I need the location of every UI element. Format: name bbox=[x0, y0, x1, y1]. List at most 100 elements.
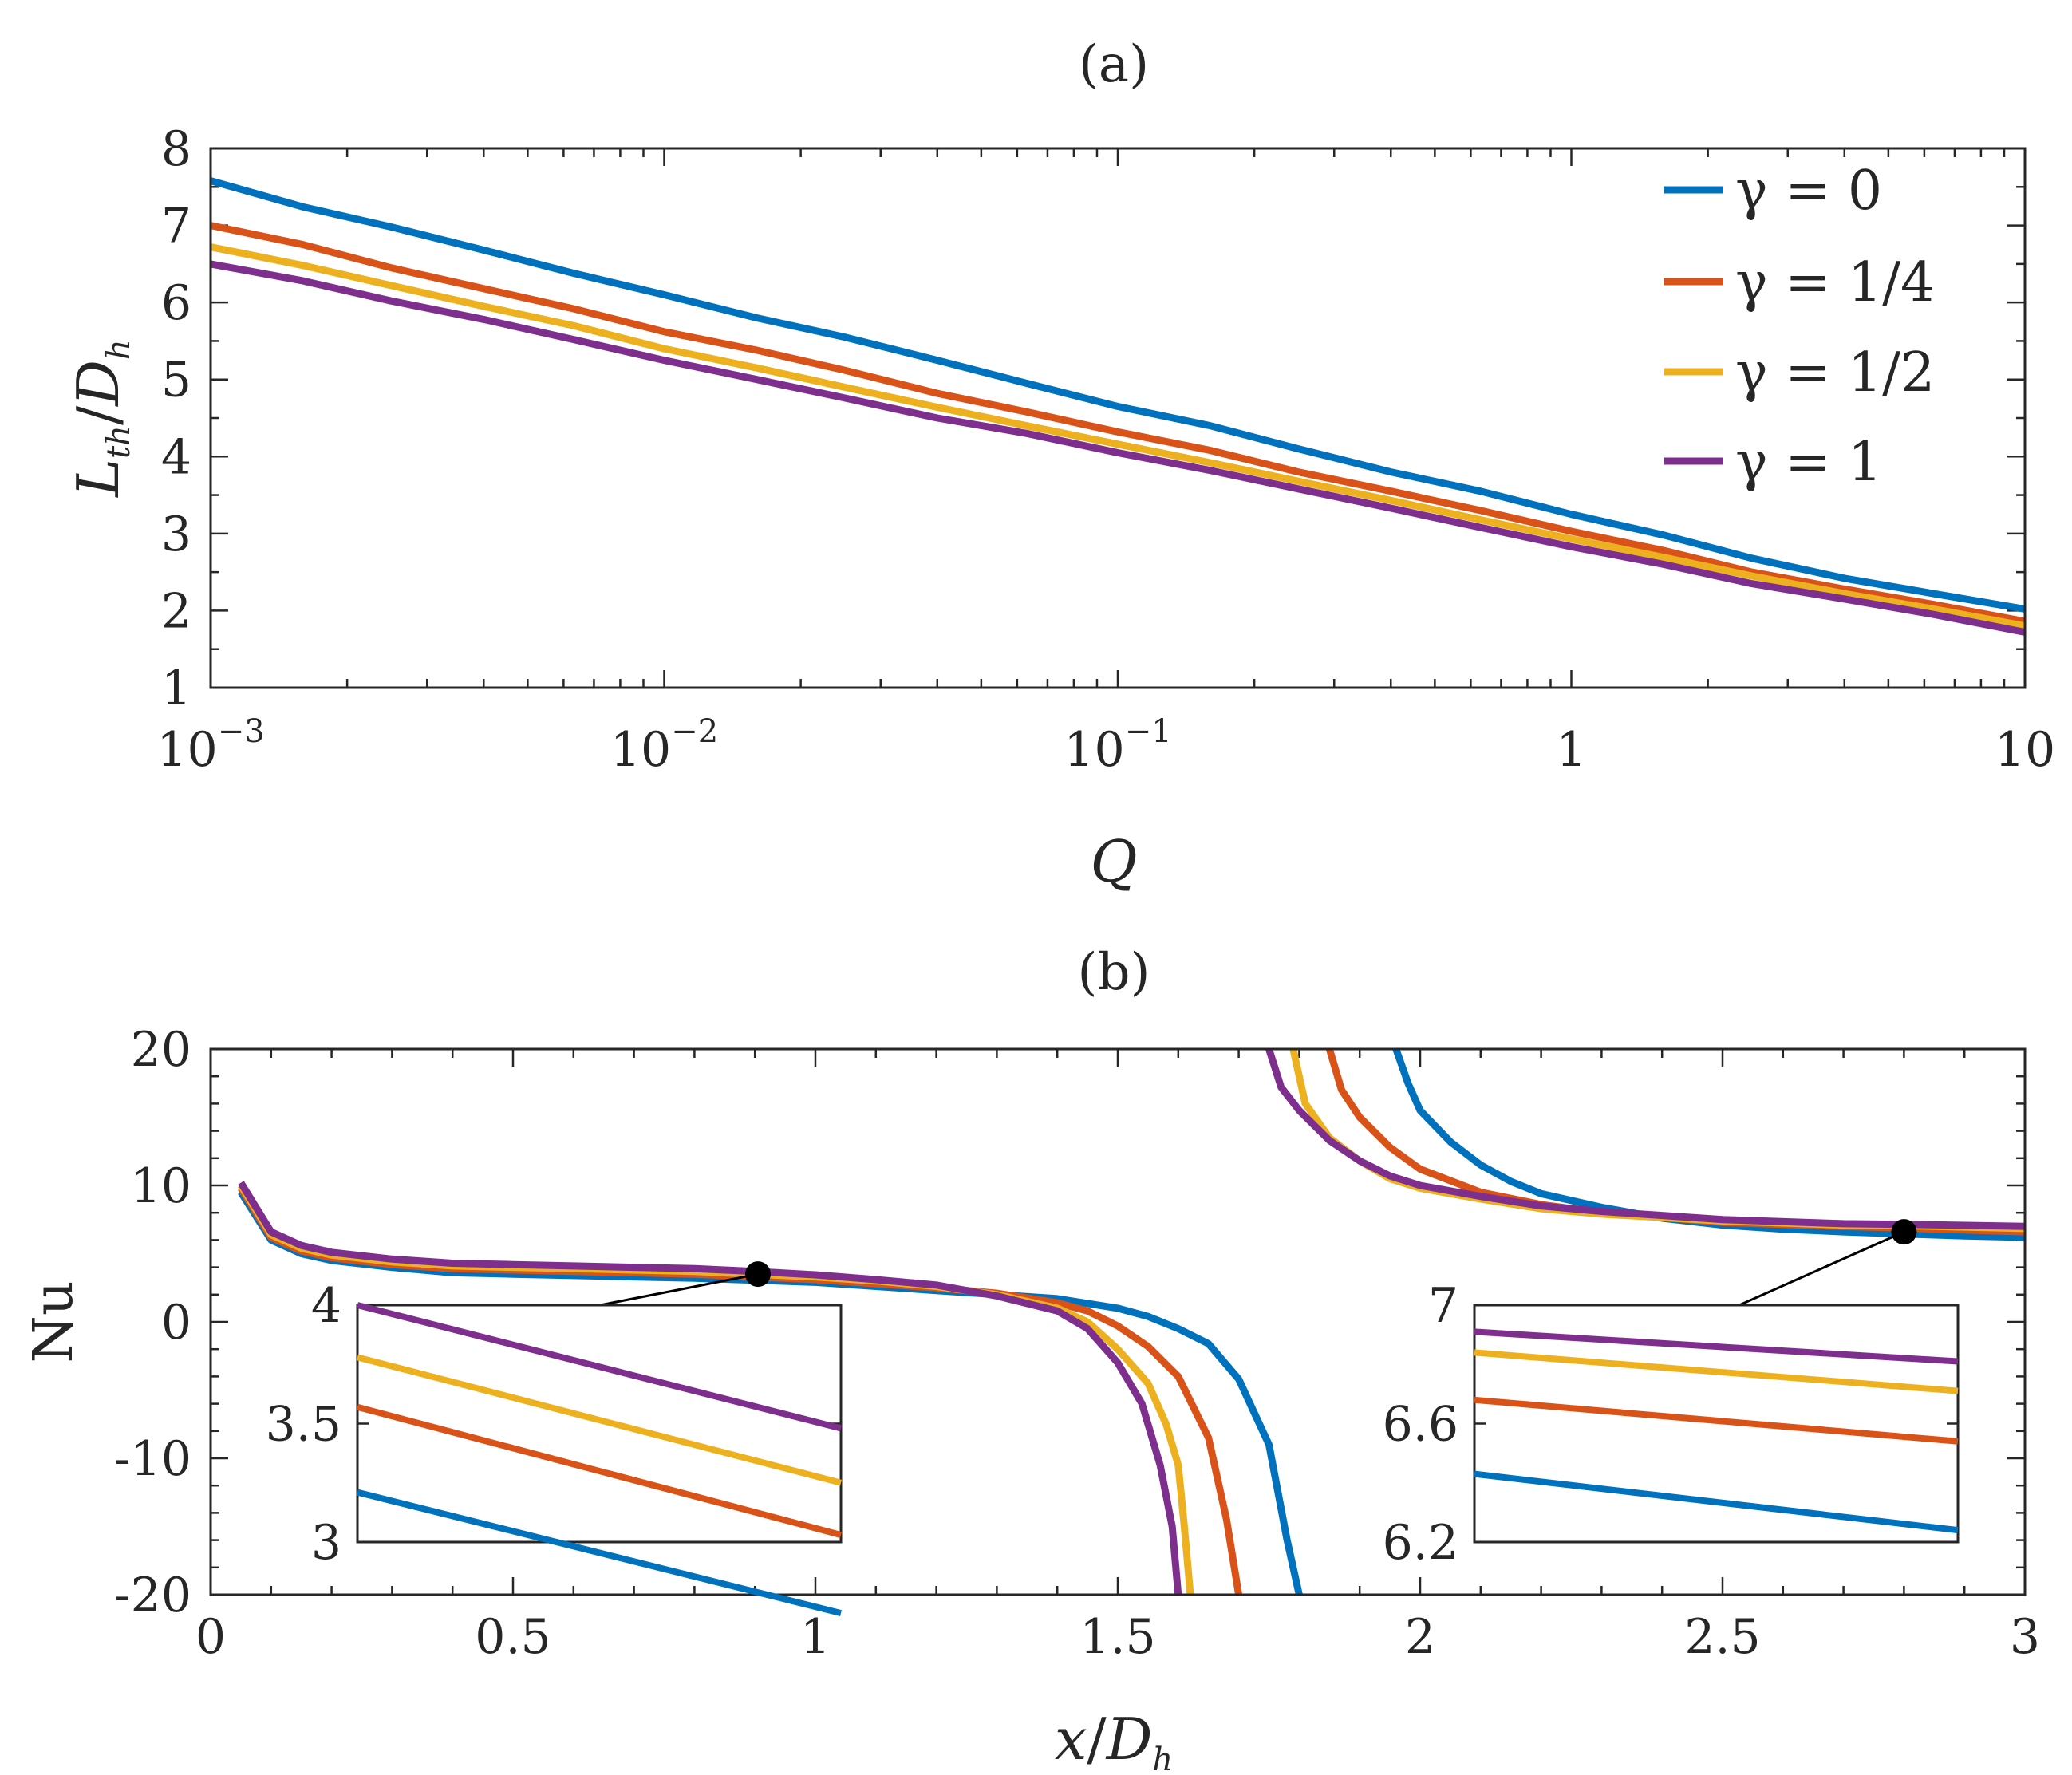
a-series-1-4 bbox=[210, 222, 2026, 625]
marker-dot-left bbox=[744, 1261, 771, 1288]
b-xtick-label: 2.5 bbox=[1684, 1609, 1760, 1665]
panel-b-xlabel-den: D bbox=[1105, 1706, 1153, 1773]
inset-left-connector bbox=[599, 1272, 759, 1307]
panel-b-xlabel-den-sub: h bbox=[1152, 1741, 1173, 1775]
a-ytick-label: 2 bbox=[161, 583, 191, 639]
inset-right-line-gamma0 bbox=[1474, 1470, 1959, 1534]
a-ytick-label: 4 bbox=[161, 429, 191, 485]
legend-label-gamma-1-2: γ = 1/2 bbox=[1735, 341, 1935, 404]
a-ytick-label: 1 bbox=[161, 661, 191, 716]
panel-b-ytick-labels: -20 -10 0 10 20 bbox=[114, 1022, 191, 1623]
a-ytick-label: 7 bbox=[161, 199, 191, 254]
b-series-0-branch2 bbox=[1392, 1049, 2025, 1241]
marker-dot-right bbox=[1891, 1219, 1917, 1245]
inset-right: 6.2 6.6 7 bbox=[1383, 1219, 1960, 1571]
b-xtick-label: 3 bbox=[2010, 1609, 2040, 1665]
a-xtick-label-base: 10 bbox=[610, 722, 671, 778]
b-xtick-label: 1 bbox=[800, 1609, 831, 1665]
a-xtick-label: 10 bbox=[1995, 722, 2055, 778]
a-xtick-label-base: 10 bbox=[1995, 722, 2055, 778]
legend-label-gamma-1-4: γ = 1/4 bbox=[1735, 251, 1935, 314]
a-xtick-label: 10−2 bbox=[610, 713, 718, 778]
inset-left-line-gamma12 bbox=[356, 1354, 843, 1486]
inset-right-ytick-label: 6.2 bbox=[1383, 1515, 1458, 1571]
a-xtick-label: 10−3 bbox=[156, 713, 264, 778]
panel-a-legend: γ = 0 γ = 1/4 γ = 1/2 γ = 1 bbox=[1664, 160, 1935, 494]
b-xtick-label: 2 bbox=[1405, 1609, 1435, 1665]
panel-a-ylabel-den-sub: h bbox=[101, 339, 137, 360]
b-xtick-label: 1.5 bbox=[1079, 1609, 1155, 1665]
inset-left: 33.54 bbox=[266, 1261, 843, 1616]
b-ytick-label: 10 bbox=[131, 1158, 191, 1214]
a-xtick-label-base: 10 bbox=[156, 722, 217, 778]
panel-a-xlabel: Q bbox=[1090, 828, 1137, 895]
a-xtick-label-base: 10 bbox=[1064, 722, 1124, 778]
panel-a-ylabel-main: L bbox=[65, 459, 132, 499]
a-series-0 bbox=[209, 177, 2026, 613]
legend-item-gamma-1-4: γ = 1/4 bbox=[1664, 251, 1935, 314]
panel-b-xtick-labels: 0 0.5 1 1.5 2 2.5 3 bbox=[195, 1609, 2040, 1665]
a-xtick-label-exp: −2 bbox=[671, 713, 718, 750]
a-xtick-label-exp: −3 bbox=[218, 713, 265, 750]
b-series-1-branch2 bbox=[1265, 1049, 2025, 1230]
legend-label-gamma-0: γ = 0 bbox=[1735, 160, 1882, 223]
inset-right-line-gamma12 bbox=[1474, 1349, 1959, 1394]
panel-a-ylabel-sub: th bbox=[101, 425, 137, 459]
panel-b-ticks bbox=[209, 1047, 2027, 1596]
inset-right-line-gamma1 bbox=[1474, 1328, 1959, 1365]
b-ytick-label: 20 bbox=[131, 1022, 191, 1078]
inset-left-ytick-label: 3.5 bbox=[266, 1397, 341, 1453]
panel-b-series bbox=[238, 1049, 2025, 1595]
panel-a-frame bbox=[209, 147, 2027, 689]
panel-a-xtick-labels: 10−3 10−2 10−1 1 10 bbox=[156, 713, 2055, 778]
panel-a-ylabel-den: D bbox=[65, 360, 132, 408]
panel-b-title: (b) bbox=[1078, 943, 1150, 1002]
legend-item-gamma-0: γ = 0 bbox=[1664, 160, 1882, 223]
panel-b-ylabel: Nu bbox=[22, 1280, 85, 1363]
b-ytick-label: 0 bbox=[161, 1295, 191, 1351]
a-ytick-label: 5 bbox=[161, 353, 191, 408]
a-xtick-label-base: 1 bbox=[1556, 722, 1586, 778]
a-ytick-label: 8 bbox=[161, 121, 191, 177]
legend-item-gamma-1: γ = 1 bbox=[1664, 431, 1882, 494]
panel-a-ytick-labels: 1 2 3 4 5 6 7 8 bbox=[161, 121, 191, 716]
panel-b-xlabel: x/Dh bbox=[1055, 1706, 1173, 1775]
panel-a-series bbox=[209, 177, 2026, 636]
panel-b-frame bbox=[209, 1047, 2027, 1596]
b-xtick-label: 0 bbox=[195, 1609, 226, 1665]
a-series-1 bbox=[210, 260, 2026, 636]
panel-a-title: (a) bbox=[1079, 35, 1149, 94]
inset-right-ytick-label: 6.6 bbox=[1383, 1397, 1458, 1453]
panel-b-xlabel-main: x bbox=[1055, 1706, 1087, 1773]
a-series-1-2 bbox=[210, 243, 2026, 630]
panel-a-ticks bbox=[209, 147, 2027, 689]
panel-a-ylabel: Lth/Dh bbox=[65, 339, 137, 498]
inset-right-line-gamma14 bbox=[1474, 1396, 1959, 1445]
inset-right-connector bbox=[1739, 1230, 1905, 1307]
legend-label-gamma-1: γ = 1 bbox=[1735, 431, 1882, 494]
inset-left-ytick-label: 4 bbox=[311, 1278, 341, 1334]
panel-a-ylabel-div: / bbox=[65, 405, 132, 425]
b-xtick-label: 0.5 bbox=[475, 1609, 551, 1665]
legend-item-gamma-1-2: γ = 1/2 bbox=[1664, 341, 1935, 404]
a-xtick-label: 10−1 bbox=[1064, 713, 1171, 778]
b-ytick-label: -20 bbox=[114, 1568, 191, 1623]
inset-left-ytick-label: 3 bbox=[311, 1515, 341, 1571]
inset-left-line-gamma1 bbox=[357, 1302, 842, 1432]
inset-left-line-gamma14 bbox=[356, 1403, 843, 1538]
a-ytick-label: 6 bbox=[161, 275, 191, 331]
a-xtick-label-exp: −1 bbox=[1125, 713, 1172, 750]
a-xtick-label: 1 bbox=[1556, 722, 1586, 778]
inset-right-ytick-label: 7 bbox=[1428, 1278, 1458, 1334]
panel-b-insets: 33.546.26.67 bbox=[266, 1219, 1960, 1616]
inset-left-frame bbox=[356, 1304, 843, 1544]
inset-left-line-gamma0 bbox=[357, 1489, 842, 1616]
a-ytick-label: 3 bbox=[161, 507, 191, 562]
b-series-1-4-branch2 bbox=[1325, 1049, 2025, 1236]
b-ytick-label: -10 bbox=[114, 1431, 191, 1487]
panel-b-xlabel-div: / bbox=[1087, 1706, 1107, 1773]
b-series-1-branch1 bbox=[238, 1181, 1182, 1595]
